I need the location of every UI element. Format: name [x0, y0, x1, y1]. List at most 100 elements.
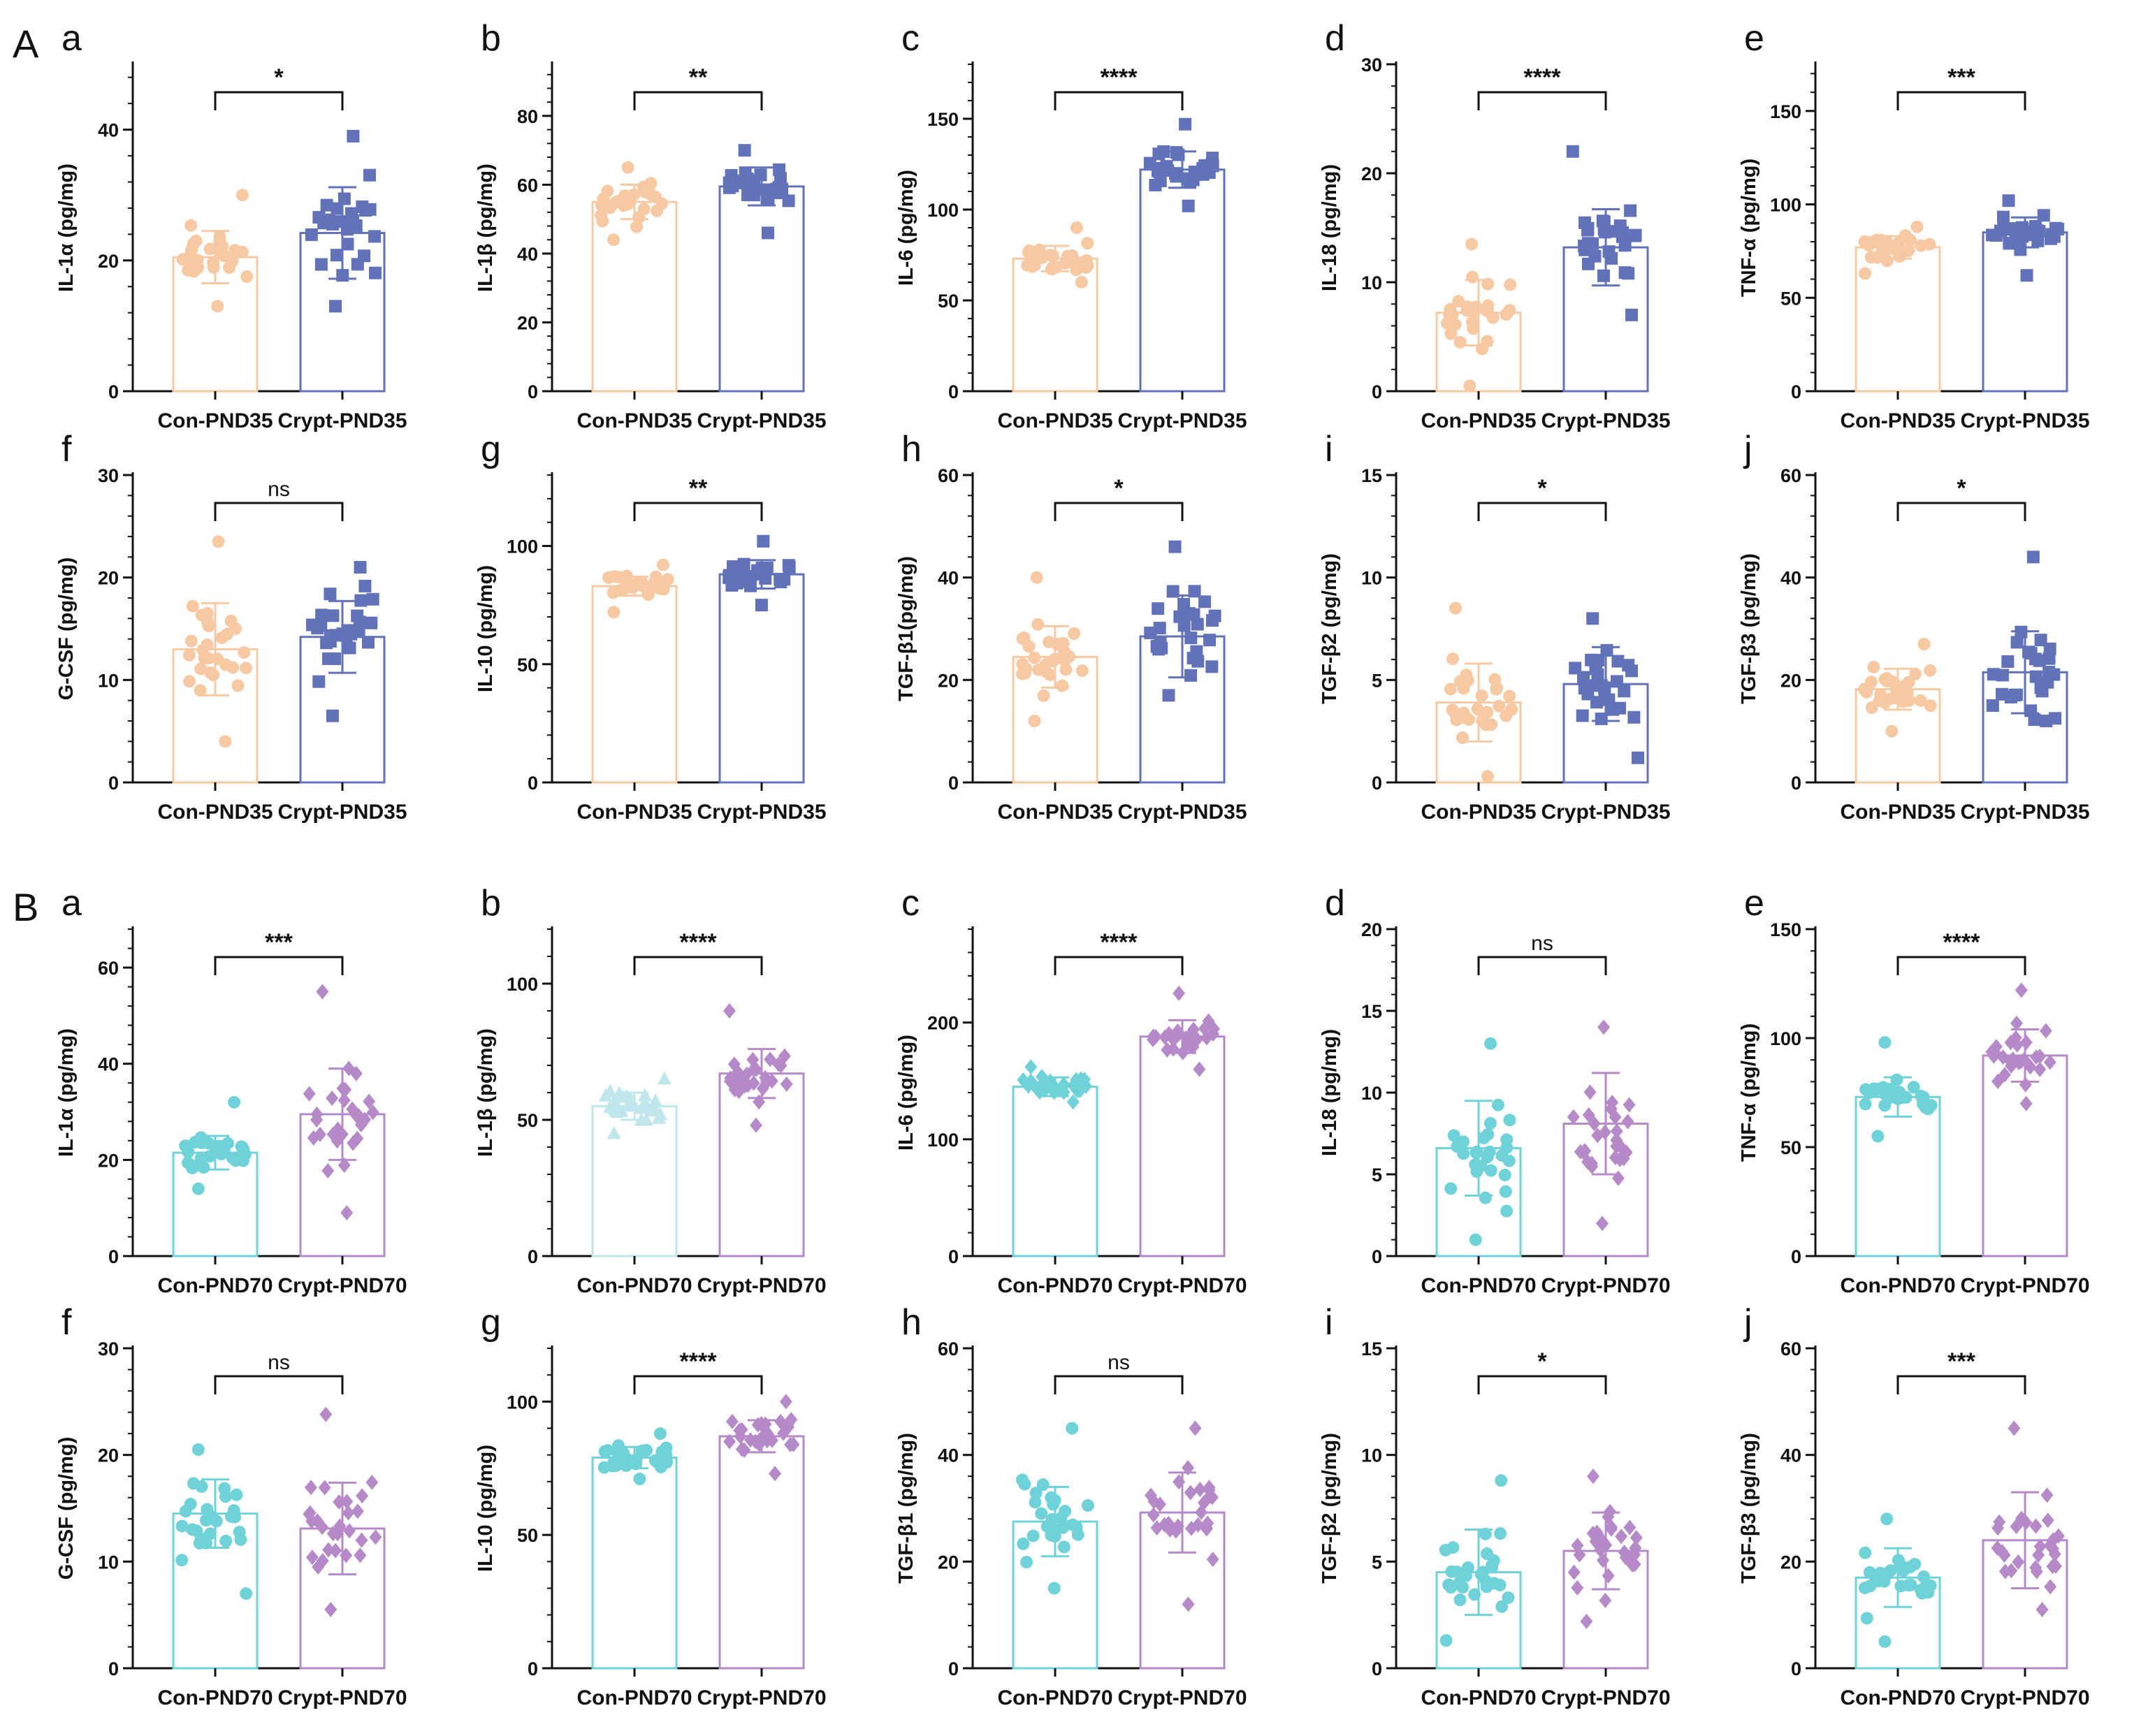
y-tick-label: 10 — [98, 670, 119, 691]
data-point — [657, 1071, 672, 1085]
panel-a-g: g IL-10 (pg/mg) 0 50 100 Con-PND35 Crypt-PND35… — [474, 429, 827, 824]
data-point — [2010, 1519, 2023, 1535]
data-point — [1043, 668, 1057, 681]
x-category-label: Crypt-PND70 — [277, 1686, 407, 1709]
y-tick-label: 0 — [948, 1246, 959, 1267]
significance-bracket — [633, 1375, 763, 1394]
data-point — [366, 1104, 379, 1121]
data-point — [756, 1081, 769, 1097]
panel-a-d: d IL-18 (pg/mg) 0 10 20 30 Con-PND35 Crypt-PND3… — [1319, 18, 1671, 432]
y-axis-label: TGF-β1 (pg/mg) — [895, 1433, 917, 1584]
y-tick-label: 50 — [517, 655, 538, 676]
data-point — [1588, 1116, 1601, 1132]
panel-letter: d — [1325, 18, 1345, 59]
significance-label: *** — [1947, 64, 1975, 91]
x-category-label: Crypt-PND70 — [1541, 1274, 1670, 1297]
y-axis-label: TGF-β3 (pg/mg) — [1738, 1433, 1760, 1584]
data-point — [728, 1081, 741, 1097]
data-point — [1075, 664, 1089, 677]
y-tick-label: 10 — [1361, 568, 1382, 589]
y-tick-label: 0 — [1372, 1658, 1382, 1679]
panel-letter: i — [1325, 429, 1333, 469]
y-tick-label: 100 — [1770, 195, 1801, 216]
data-point — [1022, 1078, 1035, 1094]
data-point — [1193, 1061, 1206, 1077]
data-point — [2001, 655, 2015, 668]
data-point — [1184, 632, 1198, 645]
panel-a-b: b IL-1β (pg/mg) 0 20 40 60 80 Con-PND35 Crypt-PN… — [474, 18, 827, 432]
data-point — [211, 300, 224, 313]
data-point — [2008, 1420, 2021, 1436]
data-point — [787, 1436, 800, 1452]
data-point — [365, 616, 378, 629]
panel-b-d: d IL-18 (pg/mg) 0 5 10 15 20 Con-PND70 Crypt-PND… — [1319, 883, 1671, 1297]
x-category-label: Crypt-PND70 — [1960, 1686, 2089, 1709]
data-point — [2033, 1061, 2047, 1077]
data-point — [2015, 982, 2028, 998]
data-point — [228, 1510, 241, 1524]
panel-a-c: c IL-6 (pg/mg) 0 50 100 150 Con-PND35 Crypt-PND… — [895, 18, 1247, 432]
data-point — [191, 1182, 205, 1195]
data-point — [1481, 770, 1495, 783]
data-point — [1028, 651, 1041, 664]
panel-letter: b — [481, 883, 501, 924]
panel-letter: h — [901, 1302, 922, 1343]
y-axis-label: IL-1β (pg/mg) — [474, 163, 497, 292]
data-point — [1173, 985, 1186, 1001]
y-tick-label: 20 — [98, 251, 119, 272]
data-point — [1924, 699, 1937, 713]
data-point — [1890, 1073, 1903, 1086]
data-point — [354, 1547, 367, 1563]
panel-letter: c — [901, 18, 920, 59]
data-point — [653, 1107, 668, 1121]
y-tick-label: 10 — [1361, 272, 1382, 293]
data-point — [347, 129, 360, 143]
data-point — [2035, 1602, 2049, 1618]
data-point — [1028, 715, 1041, 727]
y-axis-label: G-CSF (pg/mg) — [55, 1437, 78, 1580]
data-point — [175, 1554, 189, 1567]
panel-letter: e — [1744, 883, 1764, 924]
data-point — [660, 1448, 673, 1461]
data-point — [633, 1473, 646, 1486]
x-category-label: Crypt-PND35 — [1117, 409, 1247, 432]
data-point — [1486, 1561, 1499, 1574]
data-point — [363, 168, 376, 182]
data-point — [319, 1406, 333, 1422]
data-point — [304, 1480, 317, 1496]
data-point — [2049, 1558, 2063, 1574]
data-point — [1056, 679, 1069, 692]
data-point — [358, 579, 372, 592]
data-point — [1035, 1507, 1048, 1520]
section-labels: AB — [13, 22, 39, 929]
x-category-label: Con-PND35 — [1421, 409, 1536, 432]
data-point — [326, 1090, 339, 1106]
y-tick-label: 100 — [927, 1130, 959, 1151]
data-point — [596, 214, 609, 228]
data-point — [351, 1503, 364, 1519]
data-point — [1627, 710, 1641, 724]
data-point — [723, 176, 736, 189]
data-point — [184, 1498, 197, 1511]
y-tick-label: 20 — [98, 1445, 119, 1466]
x-category-label: Crypt-PND70 — [1117, 1686, 1247, 1709]
data-point — [1206, 159, 1219, 173]
data-point — [1625, 308, 1638, 321]
data-point — [2005, 1058, 2018, 1074]
data-point — [603, 1084, 618, 1097]
data-point — [233, 1526, 246, 1539]
data-point — [774, 572, 787, 585]
y-tick-label: 10 — [1361, 1445, 1382, 1466]
data-point — [780, 1076, 793, 1092]
data-point — [2008, 689, 2022, 702]
data-point — [1057, 1540, 1071, 1554]
data-point — [1447, 1129, 1460, 1142]
data-point — [1618, 685, 1631, 698]
data-point — [1611, 655, 1625, 668]
data-point — [1202, 1013, 1215, 1029]
data-point — [746, 1051, 760, 1067]
data-point — [347, 1135, 360, 1151]
data-point — [1036, 1478, 1050, 1491]
data-point — [2026, 550, 2040, 564]
data-point — [1461, 300, 1474, 314]
